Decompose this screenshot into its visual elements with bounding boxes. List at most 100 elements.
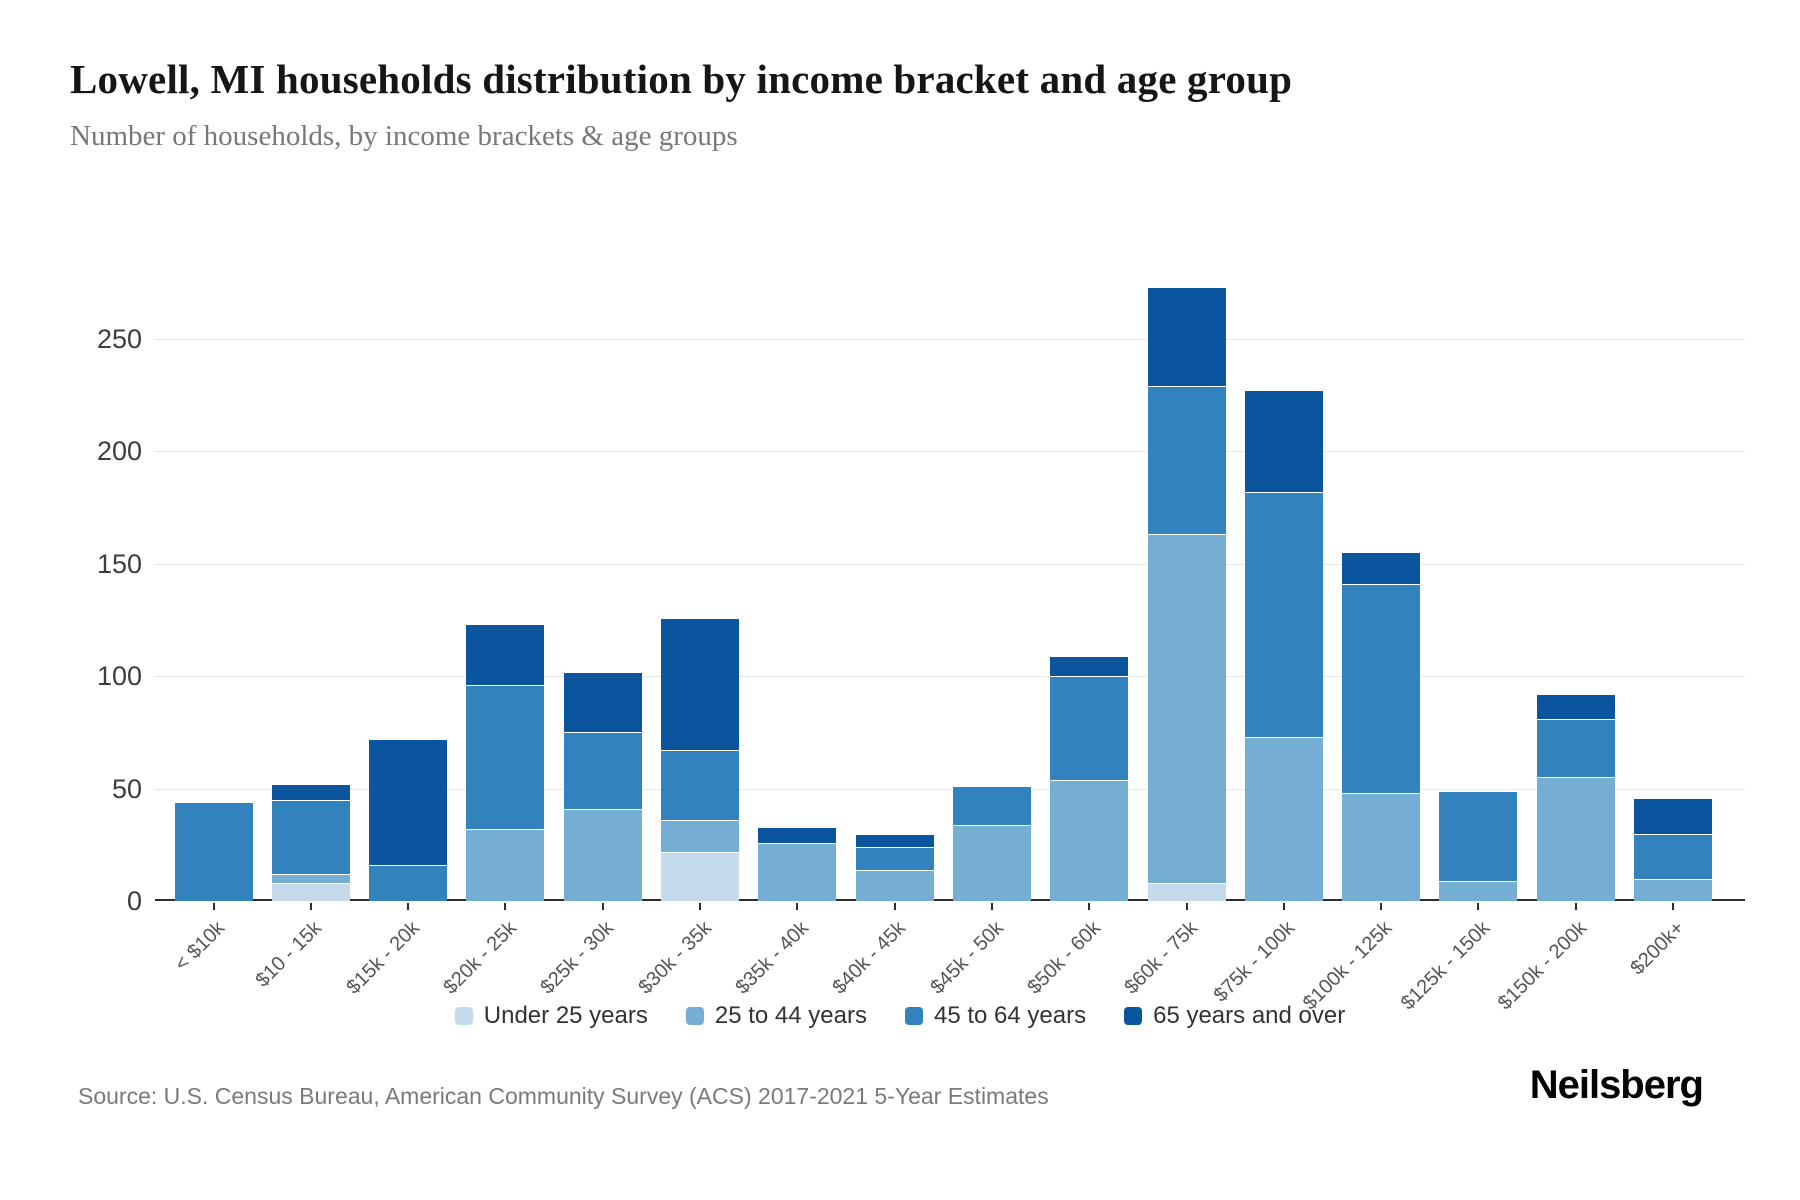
x-tick <box>1282 903 1285 910</box>
x-tick <box>699 903 701 910</box>
legend-item[interactable]: 25 to 44 years <box>685 1002 867 1030</box>
legend-item[interactable]: 65 years and over <box>1124 1002 1345 1030</box>
x-axis-label: $40k - 45k <box>828 917 911 999</box>
gridline-200 <box>155 451 1745 452</box>
bar-segment[interactable] <box>758 842 837 901</box>
bar-segment[interactable] <box>466 685 545 829</box>
legend-item[interactable]: Under 25 years <box>454 1002 648 1030</box>
legend-swatch-icon <box>685 1007 704 1025</box>
source-note: Source: U.S. Census Bureau, American Com… <box>78 1083 1049 1109</box>
legend-swatch-icon <box>454 1007 473 1025</box>
bar-segment[interactable] <box>271 883 350 901</box>
bar-segment[interactable] <box>1147 286 1226 386</box>
x-tick <box>212 903 215 910</box>
bar-segment[interactable] <box>369 739 448 865</box>
x-tick <box>1574 903 1577 910</box>
bar-segment[interactable] <box>563 808 642 901</box>
legend: Under 25 years 25 to 44 years 45 to 64 yea… <box>0 1002 1800 1030</box>
x-tick <box>1477 903 1480 910</box>
x-axis-label: $10 - 15k <box>251 917 327 992</box>
x-axis-label: $35k - 40k <box>731 917 813 999</box>
x-axis-label: $45k - 50k <box>925 917 1008 999</box>
bar-segment[interactable] <box>271 784 350 800</box>
legend-label: 25 to 44 years <box>714 1002 867 1029</box>
bar-segment[interactable] <box>952 786 1031 825</box>
x-tick <box>407 903 410 910</box>
legend-label: Under 25 years <box>483 1002 648 1029</box>
bar-segment[interactable] <box>563 671 642 733</box>
bar-segment[interactable] <box>271 799 350 874</box>
bar-segment[interactable] <box>1342 583 1421 793</box>
x-axis-label: $60k - 75k <box>1120 917 1203 999</box>
x-tick <box>1088 903 1091 910</box>
bar-segment[interactable] <box>661 750 739 820</box>
legend-swatch-icon <box>904 1007 923 1025</box>
x-axis-label: $50k - 60k <box>1023 917 1105 999</box>
x-axis-label: $15k - 20k <box>342 917 424 999</box>
bar-segment[interactable] <box>1536 777 1615 901</box>
bar-segment[interactable] <box>1050 655 1129 676</box>
legend-swatch-icon <box>1124 1007 1143 1025</box>
bar-segment[interactable] <box>1536 718 1615 778</box>
legend-label: 45 to 64 years <box>933 1002 1087 1029</box>
x-tick <box>504 903 507 910</box>
bar-segment[interactable] <box>1439 880 1518 901</box>
plot-area <box>155 338 1745 901</box>
x-tick <box>796 903 799 910</box>
bar-segment[interactable] <box>1050 676 1129 780</box>
x-tick <box>990 903 993 910</box>
bar-segment[interactable] <box>1147 883 1226 901</box>
y-axis-label-50: 50 <box>111 773 142 804</box>
bar-segment[interactable] <box>758 826 837 843</box>
bar-segment[interactable] <box>1050 779 1129 901</box>
bar-segment[interactable] <box>271 874 350 883</box>
bar-segment[interactable] <box>661 617 739 751</box>
bar-segment[interactable] <box>1634 833 1712 879</box>
bar-segment[interactable] <box>855 833 934 847</box>
bar-segment[interactable] <box>466 829 545 901</box>
bar-segment[interactable] <box>1536 694 1615 719</box>
gridline-100 <box>155 676 1745 677</box>
bar-segment[interactable] <box>1342 552 1421 584</box>
y-axis-label-100: 100 <box>96 661 142 691</box>
gridline-50 <box>155 788 1745 790</box>
bar-segment[interactable] <box>1244 390 1323 492</box>
gridline-250 <box>155 338 1745 340</box>
bar-segment[interactable] <box>952 824 1031 901</box>
chart-subtitle: Number of households, by income brackets… <box>70 120 738 152</box>
x-tick <box>309 903 312 910</box>
bar-segment[interactable] <box>661 820 739 852</box>
x-axis-label: < $10k <box>170 917 230 976</box>
x-axis-label: $100k - 125k <box>1299 917 1397 1015</box>
y-axis-label-250: 250 <box>96 323 142 354</box>
brand-logo: Neilsberg <box>1529 1063 1704 1107</box>
gridline-150 <box>155 563 1745 565</box>
x-tick <box>1185 903 1188 910</box>
y-axis-label-0: 0 <box>126 886 142 916</box>
bar-segment[interactable] <box>369 865 448 901</box>
bar-segment[interactable] <box>1147 534 1226 883</box>
x-axis-label: $150k - 200k <box>1493 917 1592 1015</box>
bar-segment[interactable] <box>174 802 253 901</box>
x-tick <box>893 903 896 910</box>
bar-segment[interactable] <box>1147 385 1226 535</box>
bar-segment[interactable] <box>855 869 934 901</box>
y-axis-label-200: 200 <box>96 436 142 466</box>
bar-segment[interactable] <box>466 624 545 685</box>
x-axis-label: $20k - 25k <box>439 917 521 999</box>
legend-label: 65 years and over <box>1153 1002 1346 1029</box>
bar-segment[interactable] <box>661 851 739 901</box>
bar-segment[interactable] <box>1342 793 1421 901</box>
bar-segment[interactable] <box>1439 790 1518 881</box>
chart-title: Lowell, MI households distribution by in… <box>70 56 1293 102</box>
bar-segment[interactable] <box>1244 736 1323 901</box>
bar-segment[interactable] <box>1634 878 1712 901</box>
bar-segment[interactable] <box>855 847 934 870</box>
x-tick <box>1380 903 1383 910</box>
legend-item[interactable]: 45 to 64 years <box>904 1002 1087 1030</box>
bar-segment[interactable] <box>1244 491 1323 737</box>
bar-segment[interactable] <box>1634 797 1712 834</box>
x-axis-label: $125k - 150k <box>1396 917 1494 1015</box>
bar-segment[interactable] <box>563 732 642 809</box>
x-axis-label: $25k - 30k <box>536 917 619 999</box>
